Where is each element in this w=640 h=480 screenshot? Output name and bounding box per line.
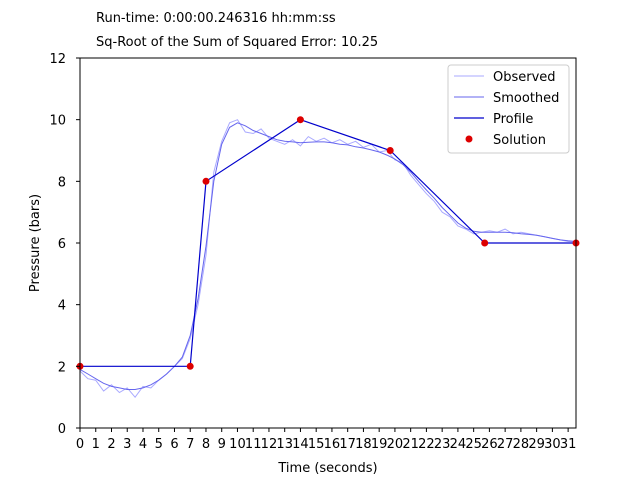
x-tick-label: 0 (76, 437, 84, 452)
x-tick-label: 6 (170, 437, 178, 452)
solution-point (186, 362, 194, 370)
y-tick-label: 6 (58, 237, 66, 252)
x-tick-label: 22 (418, 437, 435, 452)
x-tick-label: 20 (387, 437, 404, 452)
x-tick-label: 15 (308, 437, 325, 452)
x-tick-label: 14 (292, 437, 309, 452)
points-layer (76, 116, 580, 370)
x-ticks: 0 1 2 3 4 5 6 7 8 9 10 11 12 13 14 15 16 17 18 19 20 21 22 23 24… (76, 428, 577, 452)
x-tick-label: 31 (560, 437, 577, 452)
legend-solution-swatch (465, 135, 473, 143)
x-tick-label: 26 (481, 437, 498, 452)
x-tick-label: 3 (123, 437, 131, 452)
x-tick-label: 19 (371, 437, 388, 452)
x-tick-label: 4 (139, 437, 147, 452)
legend-smoothed-label: Smoothed (493, 91, 559, 106)
series-smoothed-line (79, 122, 577, 390)
x-tick-label: 7 (186, 437, 194, 452)
x-tick-label: 28 (513, 437, 530, 452)
y-tick-label: 0 (58, 422, 66, 437)
solution-point (481, 239, 489, 247)
y-tick-label: 2 (58, 360, 66, 375)
x-axis-label: Time (seconds) (277, 461, 377, 476)
solution-point (296, 116, 304, 124)
x-tick-label: 5 (155, 437, 163, 452)
solution-point (202, 177, 210, 185)
runtime-label: Run-time: 0:00:00.246316 hh:mm:ss (96, 11, 336, 26)
y-axis-label: Pressure (bars) (28, 194, 43, 292)
x-tick-label: 29 (528, 437, 545, 452)
x-tick-label: 1 (92, 437, 100, 452)
x-tick-label: 21 (402, 437, 419, 452)
x-tick-label: 12 (261, 437, 278, 452)
x-tick-label: 27 (497, 437, 514, 452)
solution-point (386, 147, 394, 154)
x-tick-label: 17 (339, 437, 356, 452)
legend-profile-label: Profile (493, 112, 533, 127)
legend-box (447, 64, 570, 154)
y-tick-label: 4 (58, 299, 66, 314)
legend-solution-label: Solution (493, 133, 546, 148)
x-tick-label: 18 (355, 437, 372, 452)
x-tick-label: 8 (202, 437, 210, 452)
x-tick-label: 24 (450, 437, 467, 452)
x-tick-label: 25 (465, 437, 482, 452)
y-tick-label: 10 (49, 114, 66, 129)
sse-label: Sq-Root of the Sum of Squared Error: 10.… (96, 35, 379, 50)
x-tick-label: 30 (544, 437, 561, 452)
x-tick-label: 11 (245, 437, 262, 452)
x-tick-label: 13 (276, 437, 293, 452)
x-tick-label: 23 (434, 437, 451, 452)
legend: Observed Smoothed Profile Solution (447, 64, 570, 154)
y-tick-label: 8 (58, 175, 66, 190)
x-tick-label: 2 (107, 437, 115, 452)
x-tick-label: 16 (324, 437, 341, 452)
x-tick-label: 10 (229, 437, 246, 452)
x-tick-label: 9 (218, 437, 226, 452)
y-ticks: 0 2 4 6 8 10 12 (49, 52, 80, 437)
y-tick-label: 12 (49, 52, 66, 67)
legend-observed-label: Observed (493, 70, 556, 85)
